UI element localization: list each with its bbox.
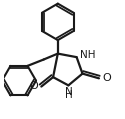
- Text: N: N: [65, 87, 73, 97]
- Text: O: O: [102, 73, 111, 83]
- Text: O: O: [30, 81, 38, 91]
- Text: H: H: [65, 90, 73, 100]
- Text: NH: NH: [80, 50, 95, 60]
